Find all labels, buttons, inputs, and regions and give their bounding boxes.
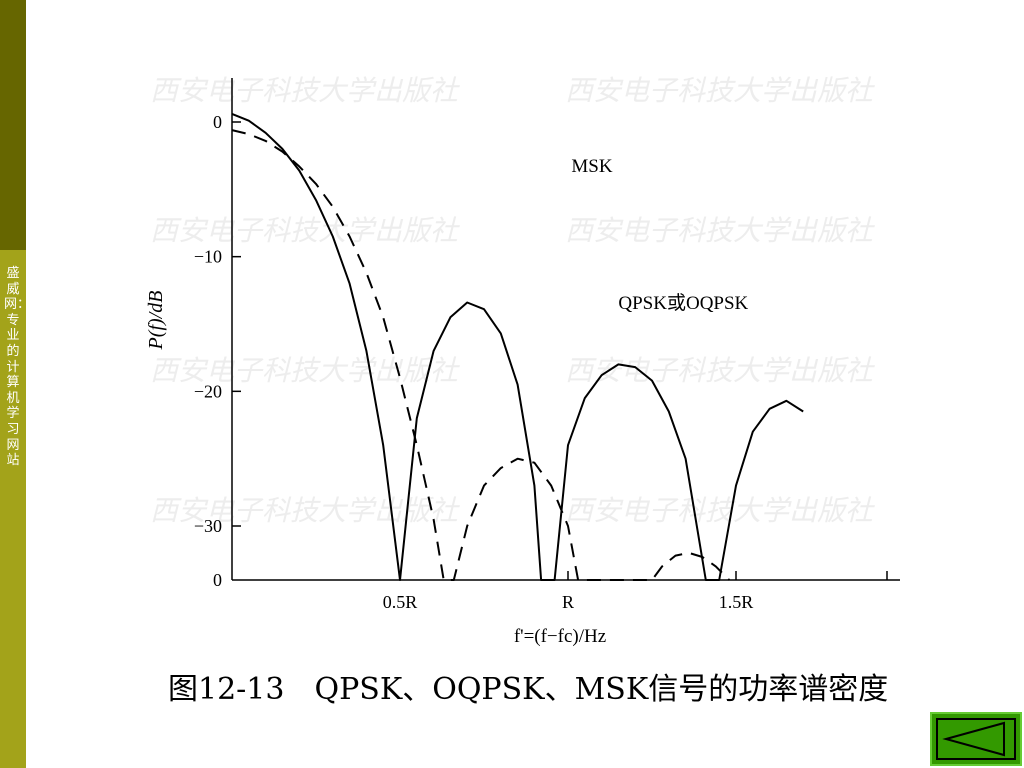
watermark-text: 西安电子科技大学出版社 xyxy=(565,214,875,247)
qpsk-curve xyxy=(231,112,804,581)
side-bar-bottom xyxy=(0,250,26,768)
watermark-text: 西安电子科技大学出版社 xyxy=(565,494,875,527)
x-tick-label: 1.5R xyxy=(719,592,754,612)
watermark-text: 西安电子科技大学出版社 xyxy=(150,354,460,387)
y-axis-label: P(f)/dB xyxy=(145,291,167,351)
axes: 0 −10 −20 −30 0 0.5R R 1.5R P(f)/dB f'=(f−fc)/Hz xyxy=(145,78,900,647)
side-bar-top xyxy=(0,0,26,250)
watermark-text: 西安电子科技大学出版社 xyxy=(565,354,875,387)
y-tick-label: −30 xyxy=(194,516,222,536)
y-tick-label: −20 xyxy=(194,381,222,401)
series-layer xyxy=(231,112,804,581)
figure-caption: 图12-13 QPSK、OQPSK、MSK信号的功率谱密度 xyxy=(168,672,889,707)
x-tick-label: R xyxy=(562,592,574,612)
series-annotation: QPSK或OQPSK xyxy=(618,292,748,314)
x-axis-label: f'=(f−fc)/Hz xyxy=(514,626,606,647)
button-frame xyxy=(936,718,1016,760)
y-bottom-label: 0 xyxy=(213,570,222,590)
chart-container: 西安电子科技大学出版社 西安电子科技大学出版社 西安电子科技大学出版社 西安电子科技大… xyxy=(145,74,900,647)
watermark-text: 西安电子科技大学出版社 xyxy=(565,74,875,107)
y-tick-label: −10 xyxy=(194,247,222,267)
labels-layer: MSK QPSK或OQPSK xyxy=(571,156,748,314)
x-tick-label: 0.5R xyxy=(383,592,418,612)
watermark-text: 西安电子科技大学出版社 xyxy=(150,214,460,247)
watermark-text: 西安电子科技大学出版社 xyxy=(150,74,460,107)
msk-curve xyxy=(231,129,731,581)
side-bar: 盛威网：专业的计算机学习网站 xyxy=(0,0,30,768)
prev-triangle-icon xyxy=(942,721,1005,757)
previous-slide-button[interactable] xyxy=(930,712,1022,766)
series-annotation: MSK xyxy=(571,156,612,177)
y-tick-label: 0 xyxy=(213,112,222,132)
